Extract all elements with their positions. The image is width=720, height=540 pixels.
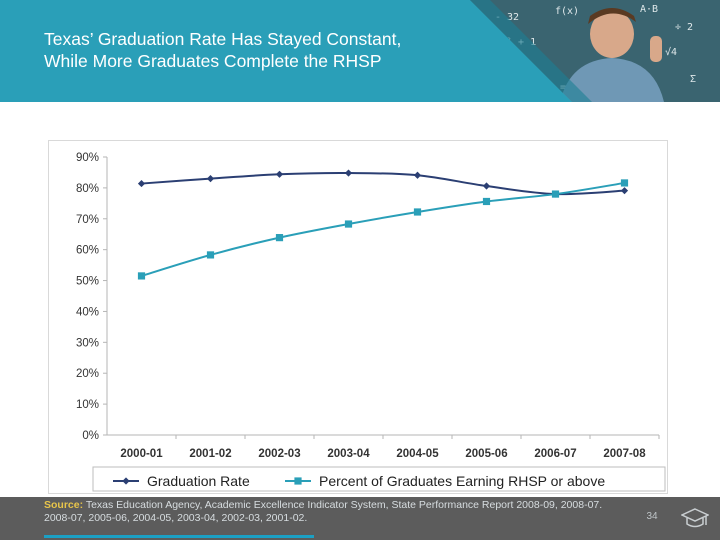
series-1-point	[275, 170, 284, 178]
legend-label-1: Graduation Rate	[147, 473, 250, 489]
series-line-1	[141, 172, 625, 196]
x-tick-label: 2005-06	[465, 448, 507, 460]
series-1-point	[413, 171, 422, 179]
svg-text:A·B: A·B	[640, 4, 658, 15]
series-1-point	[206, 175, 215, 183]
x-tick-label: 2006-07	[534, 448, 576, 460]
line-chart: 0% 10% 20% 30% 40% 50% 60% 70% 80% 90% 2000-01 2001…	[76, 152, 666, 492]
series-line-2	[141, 181, 625, 277]
chart-panel: 0% 10% 20% 30% 40% 50% 60% 70% 80% 90% 2000-01 2001…	[48, 140, 668, 494]
series-1-point	[482, 182, 491, 190]
legend-box	[92, 466, 666, 492]
y-tick-label: 40%	[76, 306, 99, 318]
y-tick-label: 70%	[76, 214, 99, 226]
legend-marker-1	[122, 477, 130, 485]
y-tick-label: 0%	[82, 430, 99, 442]
slide-title: Texas’ Graduation Rate Has Stayed Consta…	[44, 28, 484, 72]
svg-text:√4: √4	[665, 46, 677, 58]
banner-edge	[470, 0, 592, 102]
banner-shape	[0, 0, 572, 102]
series-2-point	[482, 197, 491, 206]
series-2-point	[206, 251, 215, 259]
y-tick-label: 50%	[76, 276, 99, 288]
y-tick-label: 30%	[76, 337, 99, 349]
x-tick-label: 2007-08	[603, 448, 646, 460]
svg-text:÷ 2: ÷ 2	[675, 22, 693, 33]
legend-marker-2	[294, 477, 302, 485]
series-2-point	[344, 220, 353, 228]
svg-text:f(x): f(x)	[555, 6, 579, 17]
series-2-point	[275, 234, 284, 242]
series-1-point	[620, 187, 629, 195]
svg-text:Σ: Σ	[690, 74, 696, 85]
source-text: Texas Education Agency, Academic Excelle…	[44, 499, 603, 524]
x-tick-label: 2003-04	[327, 448, 370, 460]
slide-title-line-2: While More Graduates Complete the RHSP	[44, 51, 382, 71]
header-banner: - 32 f(x) A·B ÷ 2 x² + 1 √4 Σ = 0 Texas’…	[0, 0, 720, 102]
y-tick-label: 20%	[76, 368, 99, 380]
slide-title-line-1: Texas’ Graduation Rate Has Stayed Consta…	[44, 29, 402, 49]
x-tick-label: 2004-05	[396, 448, 439, 460]
series-1-point	[137, 179, 146, 188]
x-tick-label: 2002-03	[258, 448, 300, 460]
x-tick-label: 2001-02	[189, 448, 231, 460]
y-tick-label: 90%	[76, 152, 99, 164]
y-tick-label: 80%	[76, 183, 99, 195]
series-2-point	[551, 190, 560, 198]
teacher-figure	[560, 8, 664, 102]
y-tick-label: 10%	[76, 399, 99, 411]
header-graphic: - 32 f(x) A·B ÷ 2 x² + 1 √4 Σ = 0	[0, 0, 720, 102]
footer-accent-rule	[44, 535, 314, 538]
series-1-point	[344, 169, 353, 177]
series-2-point	[620, 179, 629, 187]
series-2-point	[413, 208, 422, 216]
legend-label-2: Percent of Graduates Earning RHSP or abo…	[319, 473, 605, 489]
source-note: Source: Texas Education Agency, Academic…	[44, 499, 604, 525]
y-tick-label: 60%	[76, 245, 99, 257]
x-tick-label: 2000-01	[120, 448, 163, 460]
graduation-cap-icon	[681, 508, 709, 528]
page-number: 34	[646, 511, 658, 522]
source-label: Source:	[44, 499, 84, 511]
series-2-point	[137, 272, 146, 280]
footer-bar: Source: Texas Education Agency, Academic…	[0, 497, 720, 540]
